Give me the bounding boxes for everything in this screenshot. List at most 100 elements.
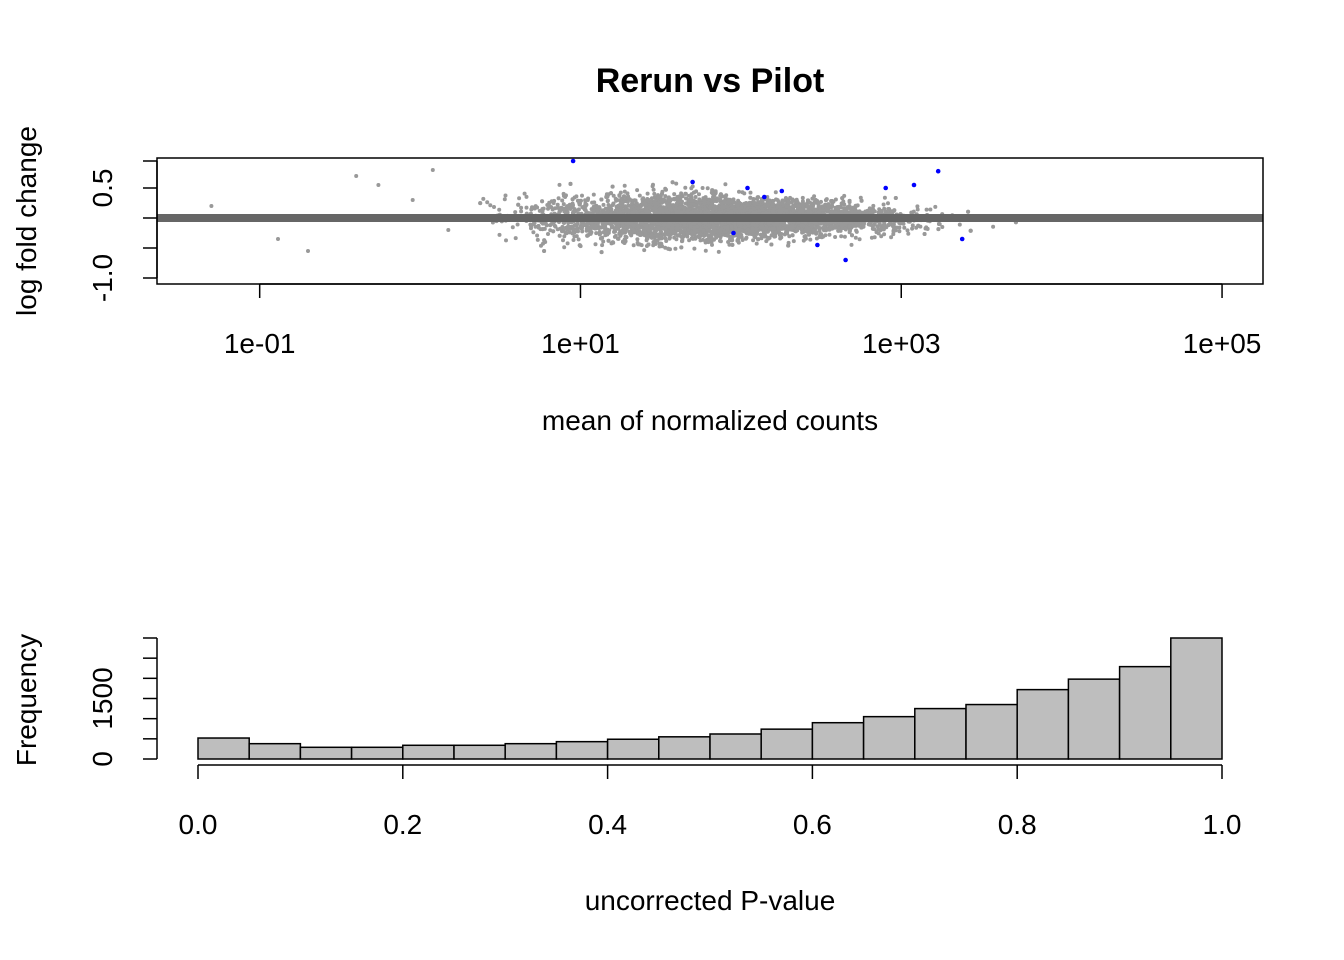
data-point — [561, 202, 566, 207]
data-point — [561, 238, 565, 243]
data-point — [778, 236, 783, 241]
data-point — [638, 221, 643, 226]
data-point — [751, 238, 756, 243]
data-point — [876, 227, 881, 232]
data-point — [503, 193, 508, 198]
data-point — [875, 224, 880, 229]
data-point — [715, 229, 720, 234]
data-point — [666, 197, 671, 201]
data-point — [591, 192, 596, 197]
data-point — [689, 186, 694, 191]
data-point — [617, 193, 622, 198]
data-point — [598, 236, 603, 241]
data-point — [621, 194, 626, 199]
ma-points — [209, 158, 1018, 263]
data-point — [654, 210, 659, 215]
data-point — [478, 201, 483, 206]
data-point — [586, 196, 591, 201]
data-point — [821, 207, 825, 212]
data-point — [893, 196, 898, 200]
data-point — [780, 198, 785, 203]
data-point — [651, 240, 656, 245]
data-point — [610, 240, 615, 245]
data-point — [635, 188, 640, 193]
data-point — [925, 226, 930, 231]
data-point — [641, 196, 646, 201]
data-point — [586, 228, 591, 233]
data-point — [809, 206, 814, 211]
data-point — [739, 233, 744, 237]
data-point — [591, 205, 596, 209]
data-point — [558, 226, 563, 231]
data-point — [553, 206, 558, 211]
data-point — [600, 221, 605, 226]
data-point — [682, 227, 687, 232]
data-point — [906, 231, 911, 236]
data-point — [853, 208, 858, 213]
data-point — [786, 243, 791, 248]
data-point — [612, 234, 617, 239]
data-point — [891, 232, 896, 237]
data-point — [767, 235, 772, 240]
data-point — [649, 196, 654, 201]
data-point — [889, 235, 894, 240]
data-point — [648, 205, 652, 210]
data-point — [698, 226, 703, 231]
data-point — [805, 204, 810, 209]
data-point — [560, 198, 565, 203]
data-point — [716, 249, 721, 254]
data-point — [530, 205, 534, 210]
data-point — [796, 225, 801, 230]
data-point — [626, 221, 631, 226]
data-point — [570, 197, 575, 202]
data-point — [765, 201, 770, 206]
data-point — [572, 227, 576, 232]
data-point — [679, 234, 684, 239]
data-point — [891, 222, 896, 227]
data-point — [733, 207, 738, 212]
data-point — [650, 224, 655, 229]
data-point — [732, 222, 737, 227]
data-point — [673, 246, 678, 251]
data-point — [622, 183, 627, 188]
data-point — [853, 204, 858, 209]
data-point — [830, 199, 835, 203]
data-point — [909, 210, 914, 215]
data-point — [916, 223, 921, 228]
data-point — [819, 199, 823, 204]
data-point — [705, 186, 710, 191]
data-point — [869, 235, 874, 240]
data-point — [605, 199, 610, 204]
data-point — [711, 223, 716, 228]
data-point — [808, 237, 813, 242]
data-point — [780, 226, 785, 231]
data-point — [562, 206, 567, 211]
data-point — [576, 237, 581, 242]
data-point — [562, 245, 567, 250]
data-point — [784, 230, 789, 235]
data-point — [761, 229, 766, 233]
data-point — [679, 245, 684, 250]
data-point — [842, 234, 847, 239]
data-point — [787, 234, 792, 239]
data-point — [800, 195, 805, 200]
data-point — [593, 242, 598, 247]
data-point — [617, 209, 622, 214]
data-point — [850, 233, 854, 238]
data-point — [609, 191, 613, 196]
data-point — [562, 234, 567, 239]
data-point — [531, 221, 536, 226]
data-point — [574, 194, 579, 199]
data-point — [672, 192, 677, 197]
data-point — [750, 227, 755, 231]
data-point — [673, 207, 678, 212]
data-point — [809, 224, 814, 229]
data-point — [870, 226, 875, 231]
data-point — [940, 225, 945, 229]
data-point — [668, 221, 673, 226]
data-point — [751, 206, 756, 211]
data-point — [698, 209, 703, 214]
data-point — [599, 250, 604, 255]
data-point — [639, 232, 644, 237]
data-point — [519, 205, 524, 210]
